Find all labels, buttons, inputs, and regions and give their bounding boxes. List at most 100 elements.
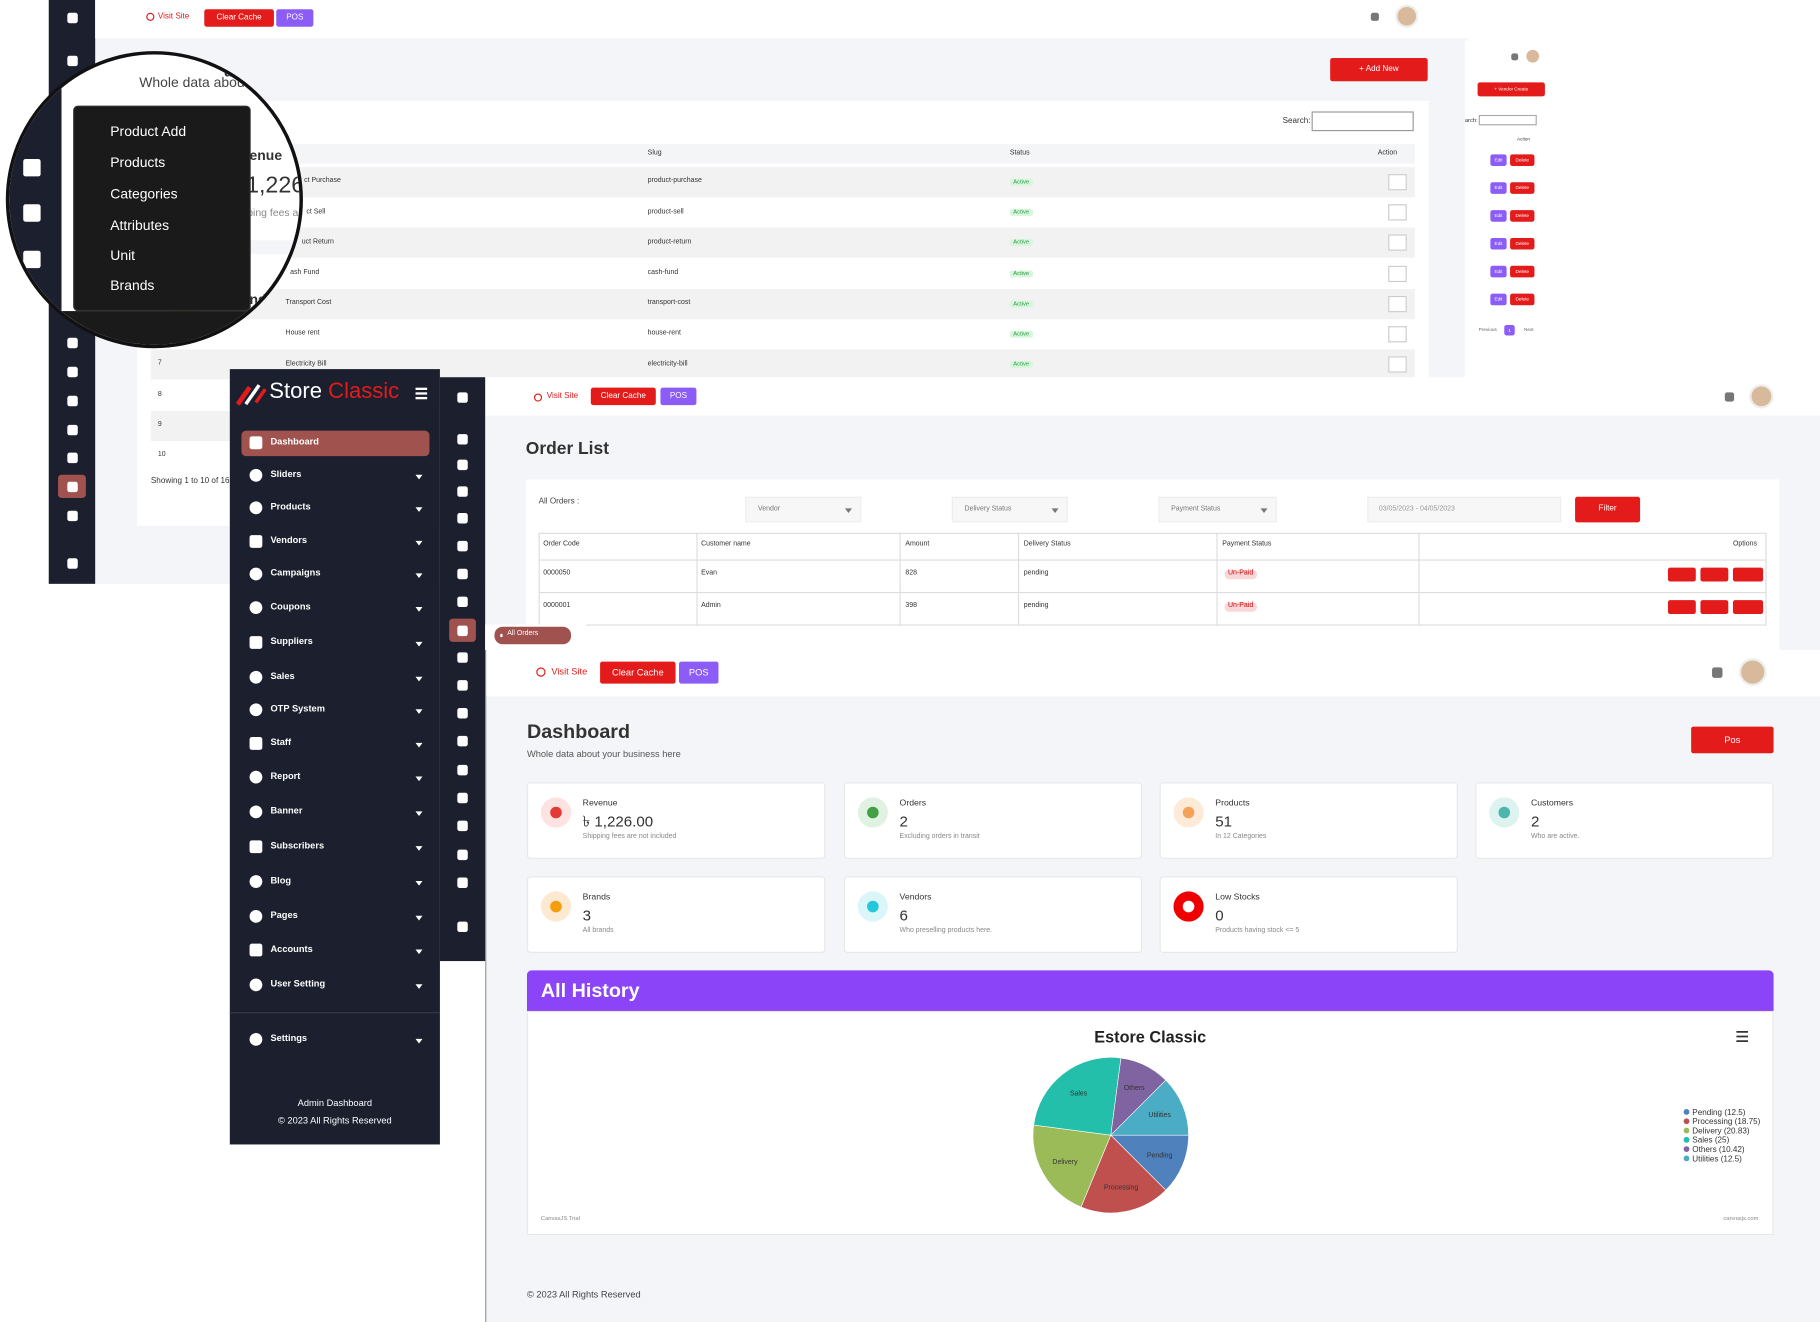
delete-button[interactable]: Delete: [1510, 237, 1535, 250]
sidebar-item[interactable]: Subscribers: [270, 840, 325, 852]
search-input[interactable]: [1311, 111, 1414, 132]
pos-button[interactable]: POS: [660, 387, 697, 406]
sidebar-item[interactable]: Suppliers: [270, 636, 313, 647]
action-toggle[interactable]: [1388, 326, 1407, 343]
option-button[interactable]: [1700, 567, 1729, 582]
option-button[interactable]: [1667, 567, 1696, 582]
sidebar-item[interactable]: Staff: [270, 737, 292, 748]
row-stripe: [150, 227, 1415, 259]
sidebar-item[interactable]: Report: [270, 770, 301, 782]
page-subtitle: Whole data about your business here: [526, 748, 681, 760]
pos-button[interactable]: POS: [276, 9, 314, 27]
previous-page[interactable]: Previous: [1478, 325, 1497, 332]
dropdown-caret: [415, 507, 423, 512]
sidebar-item[interactable]: Sales: [270, 671, 295, 682]
sidebar-item[interactable]: Products: [270, 501, 311, 513]
edit-button[interactable]: Edit: [1490, 293, 1507, 306]
pos-shortcut-button[interactable]: Pos: [1691, 726, 1774, 754]
filter-button[interactable]: Filter: [1575, 496, 1641, 523]
sidebar-item[interactable]: Vendors: [270, 535, 308, 546]
sidebar-item[interactable]: Dashboard: [270, 436, 319, 448]
dropdown-item[interactable]: Products: [110, 154, 166, 171]
select-box[interactable]: [951, 496, 1068, 523]
date-input[interactable]: [1367, 496, 1562, 523]
legend-marker: [1683, 1109, 1690, 1115]
sidebar-item[interactable]: Campaigns: [270, 567, 321, 579]
column-header: Amount: [905, 541, 930, 549]
vendor-create-button[interactable]: + Vendor Create: [1477, 82, 1545, 97]
delete-button[interactable]: Delete: [1510, 182, 1535, 194]
sidebar-item[interactable]: OTP System: [270, 703, 325, 715]
sidebar-footer: © 2023 All Rights Reserved: [278, 1115, 392, 1127]
column-header: Slug: [647, 150, 662, 158]
orders-table: [538, 532, 1767, 626]
menu-toggle: [415, 387, 428, 390]
legend-marker: [1683, 1146, 1690, 1153]
option-button[interactable]: [1700, 600, 1729, 615]
edit-button[interactable]: Edit: [1490, 182, 1507, 194]
icon: [66, 366, 78, 377]
clear-cache-button[interactable]: Clear Cache: [590, 387, 656, 406]
icon: [66, 557, 78, 569]
dropdown-caret: [415, 1038, 423, 1044]
option-button[interactable]: [1667, 600, 1696, 615]
page-button[interactable]: 1: [1504, 324, 1515, 336]
delete-button[interactable]: Delete: [1510, 154, 1535, 166]
icon: [456, 433, 468, 444]
search-input[interactable]: [1478, 114, 1537, 126]
delete-button[interactable]: Delete: [1510, 293, 1535, 306]
row-name: uct Return: [301, 238, 334, 246]
table-rule: [538, 559, 1767, 561]
edit-button[interactable]: Edit: [1490, 154, 1507, 166]
back-panel: Visit Site Clear Cache POS + Add New Search:…: [48, 0, 1469, 584]
visit-site-link[interactable]: Visit Site: [551, 666, 588, 677]
footer-text: © 2023 All Rights Reserved: [526, 1289, 641, 1301]
dropdown-item[interactable]: Categories: [110, 185, 178, 202]
sidebar-item[interactable]: User Setting: [270, 978, 326, 990]
icon: [248, 635, 262, 649]
next-page[interactable]: Next: [1524, 325, 1534, 332]
clear-cache-button[interactable]: Clear Cache: [600, 661, 676, 684]
dropdown-item[interactable]: Brands: [110, 277, 155, 294]
action-toggle[interactable]: [1388, 295, 1407, 312]
dropdown-item[interactable]: Attributes: [110, 216, 170, 234]
dropdown-item[interactable]: Product Add: [110, 122, 187, 140]
delete-button[interactable]: Delete: [1510, 265, 1535, 278]
edit-button[interactable]: Edit: [1490, 265, 1507, 278]
stat-label: Products: [1215, 796, 1250, 808]
icon: [456, 792, 468, 803]
delete-button[interactable]: Delete: [1510, 210, 1535, 222]
dropdown-item[interactable]: Unit: [110, 246, 136, 264]
row-stripe: [150, 288, 1415, 319]
sidebar-item[interactable]: Settings: [270, 1033, 308, 1044]
sidebar-item[interactable]: Blog: [270, 875, 292, 886]
edit-button[interactable]: Edit: [1490, 237, 1507, 250]
sidebar-item[interactable]: Sliders: [270, 469, 302, 480]
pos-button[interactable]: POS: [679, 661, 719, 684]
sidebar-item[interactable]: Coupons: [270, 601, 311, 612]
option-button[interactable]: [1732, 567, 1764, 582]
visit-site-link[interactable]: Visit Site: [546, 392, 579, 401]
option-button[interactable]: [1732, 600, 1764, 615]
action-toggle[interactable]: [1388, 174, 1407, 191]
action-toggle[interactable]: [1388, 234, 1407, 252]
clear-cache-button[interactable]: Clear Cache: [204, 9, 274, 27]
add-new-button[interactable]: + Add New: [1330, 58, 1428, 82]
action-toggle[interactable]: [1388, 356, 1407, 373]
pagination-info: Showing 1 to 10 of 16: [150, 476, 230, 485]
stat-label: Brands: [582, 890, 611, 902]
icon: [248, 670, 262, 684]
subtitle-fragment: Whole data abou: [139, 74, 245, 91]
sidebar-item[interactable]: Pages: [270, 910, 298, 921]
sidebar-item[interactable]: Banner: [270, 805, 303, 817]
select-box[interactable]: [745, 496, 862, 523]
payment-badge: Un-Paid: [1224, 602, 1257, 612]
table-cell: pending: [1023, 570, 1049, 578]
select-box[interactable]: [1158, 496, 1277, 523]
card-value-fragment: 1,226.: [246, 172, 303, 199]
action-toggle[interactable]: [1388, 204, 1407, 221]
action-toggle[interactable]: [1388, 265, 1407, 282]
edit-button[interactable]: Edit: [1490, 210, 1507, 222]
sidebar-item[interactable]: Accounts: [270, 943, 313, 955]
visit-site-link[interactable]: Visit Site: [157, 12, 190, 21]
